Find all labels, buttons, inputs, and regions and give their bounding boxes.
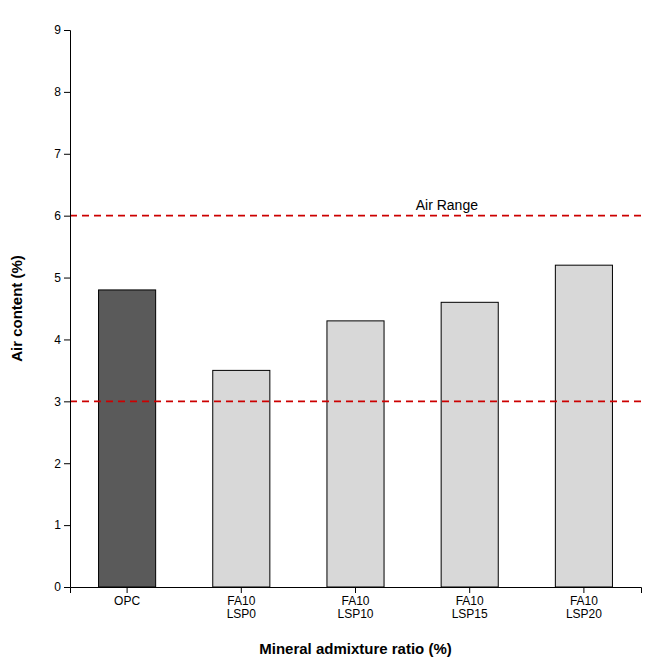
y-tick-mark [64, 525, 70, 526]
y-tick-mark [64, 92, 70, 93]
y-axis-line [64, 31, 71, 588]
y-tick: 6 [54, 209, 70, 223]
y-tick-mark [64, 154, 70, 155]
bar [555, 265, 612, 587]
bar [327, 321, 384, 587]
y-tick: 5 [54, 271, 70, 285]
y-tick-mark [64, 463, 70, 464]
y-tick-mark [64, 30, 70, 31]
y-tick: 9 [54, 23, 70, 37]
y-tick: 8 [54, 85, 70, 99]
x-tick: FA10LSP0 [227, 587, 257, 621]
bar [441, 302, 498, 587]
x-tick-mark [355, 587, 356, 593]
x-tick-label: FA10LSP10 [337, 594, 373, 622]
y-tick-label: 4 [54, 333, 61, 347]
y-tick-label: 9 [54, 23, 61, 37]
x-tick: FA10LSP15 [452, 587, 488, 621]
x-tick-label: FA10LSP0 [227, 594, 257, 622]
y-tick-label: 0 [54, 580, 61, 594]
y-tick: 1 [54, 518, 70, 532]
x-tick: FA10LSP10 [337, 587, 373, 621]
y-tick: 0 [54, 580, 70, 594]
x-tick-label: OPC [114, 594, 140, 608]
chart: Air Range 0 1 2 3 4 5 6 7 8 9 OPC FA10LSP0 FA10LSP10 F… [0, 0, 661, 672]
x-tick-label: FA10LSP15 [452, 594, 488, 622]
x-tick-label: FA10LSP20 [566, 594, 602, 622]
y-tick: 2 [54, 457, 70, 471]
y-tick-mark [64, 278, 70, 279]
x-tick-mark [127, 587, 128, 593]
y-tick-label: 8 [54, 85, 61, 99]
bar [99, 290, 156, 587]
y-tick-mark [64, 216, 70, 217]
y-tick-label: 7 [54, 147, 61, 161]
reference-line [70, 215, 641, 217]
y-tick-label: 3 [54, 395, 61, 409]
x-tick-mark [583, 587, 584, 593]
y-tick-mark [64, 401, 70, 402]
y-tick: 7 [54, 147, 70, 161]
y-axis-title: Air content (%) [8, 255, 25, 362]
y-tick: 4 [54, 333, 70, 347]
x-axis-line [71, 588, 642, 594]
x-tick: OPC [114, 587, 140, 608]
y-tick-label: 1 [54, 518, 61, 532]
x-axis: OPC FA10LSP0 FA10LSP10 FA10LSP15 FA10LSP20 [71, 587, 642, 621]
plot: Air Range 0 1 2 3 4 5 6 7 8 9 OPC FA10LSP0 FA10LSP10 F… [54, 23, 641, 621]
y-tick-mark [64, 339, 70, 340]
x-tick-mark [241, 587, 242, 593]
reference-line [70, 400, 641, 402]
y-tick-label: 5 [54, 271, 61, 285]
x-tick: FA10LSP20 [566, 587, 602, 621]
x-tick-mark [469, 587, 470, 593]
x-axis-title: Mineral admixture ratio (%) [259, 640, 452, 657]
marks [70, 216, 641, 587]
bar [213, 370, 270, 587]
y-tick-label: 6 [54, 209, 61, 223]
annotation: Air Range [416, 197, 478, 213]
y-tick-mark [64, 587, 70, 588]
y-tick-label: 2 [54, 457, 61, 471]
y-tick: 3 [54, 395, 70, 409]
y-axis: 0 1 2 3 4 5 6 7 8 9 [54, 23, 70, 594]
